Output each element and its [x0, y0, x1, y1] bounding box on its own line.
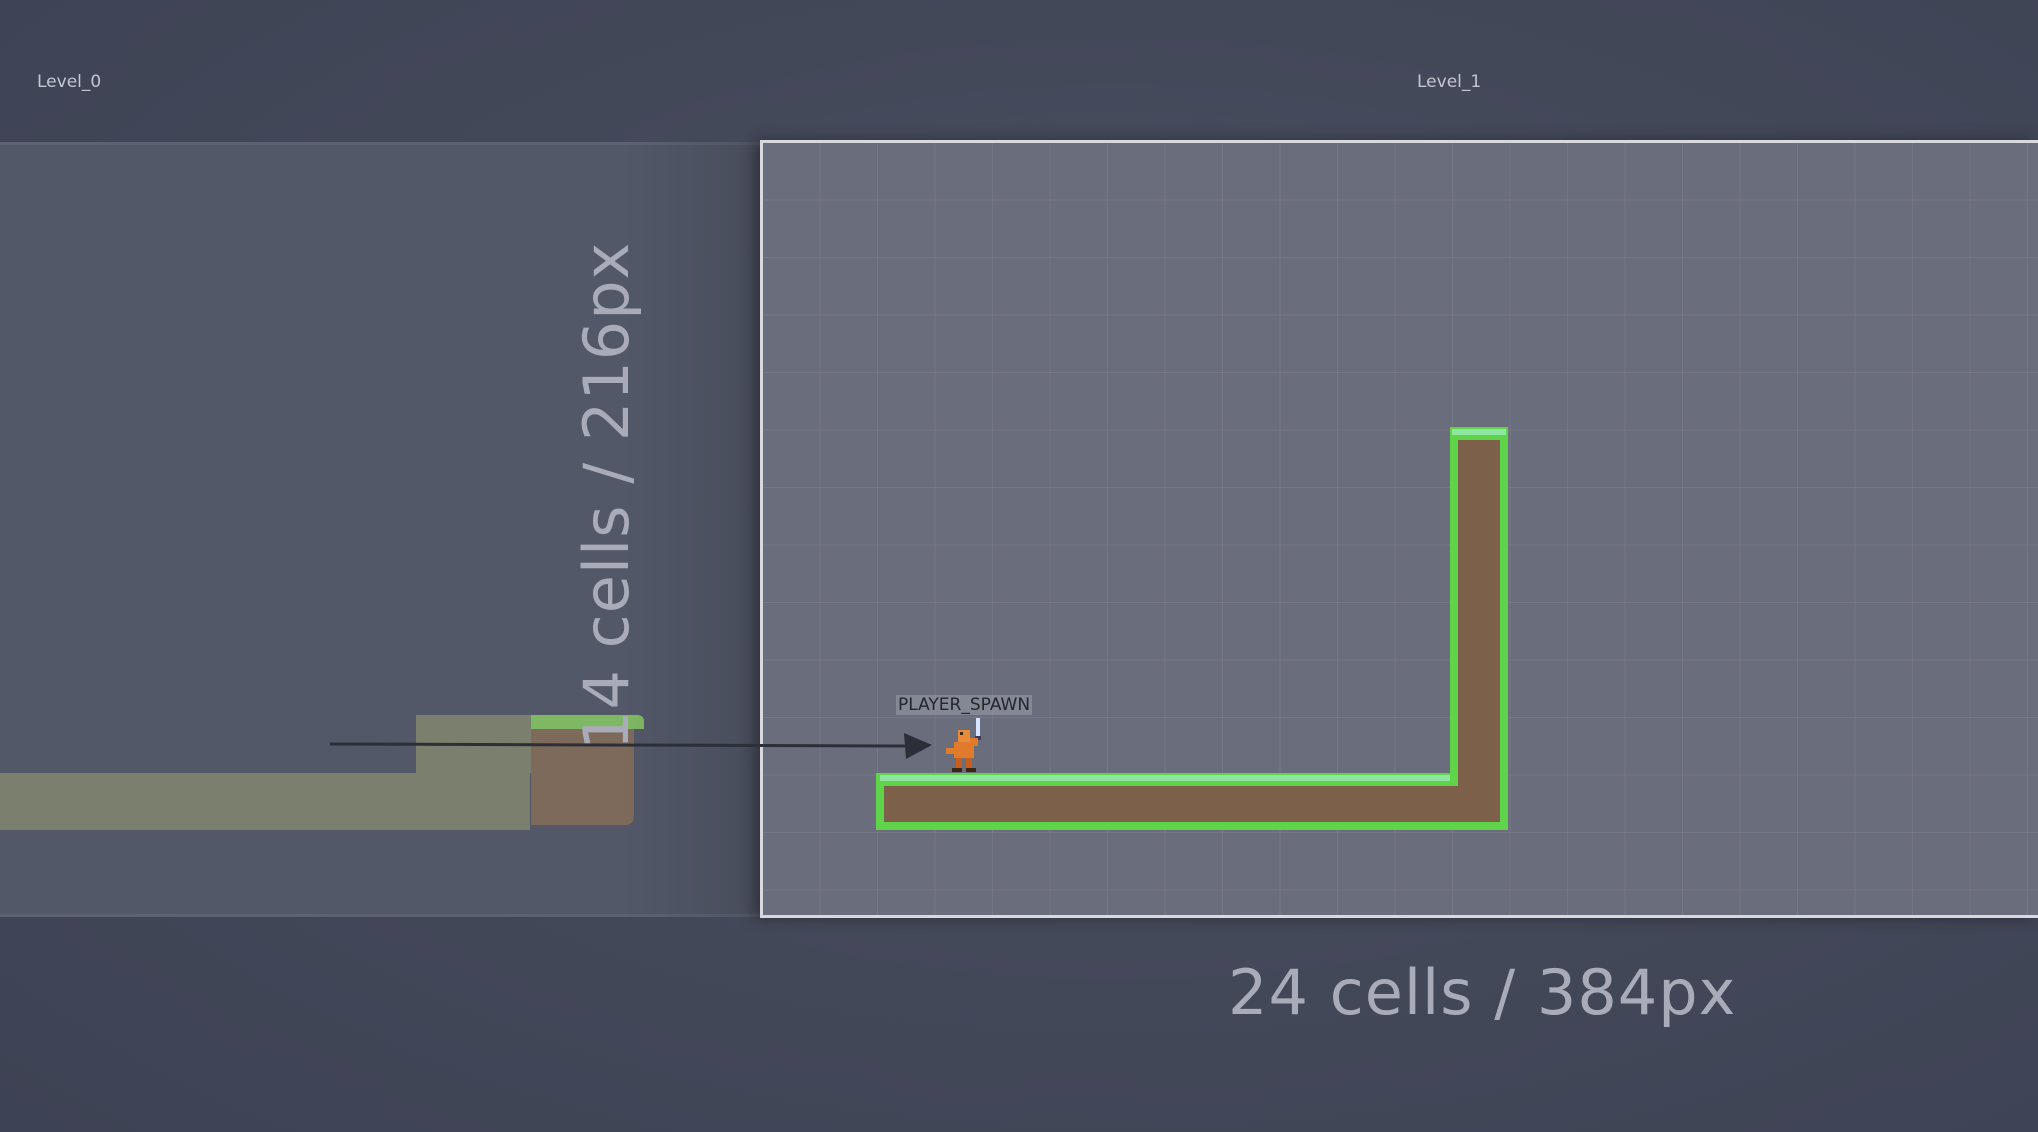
- wall-dirt: [1458, 440, 1500, 822]
- level-height-label: 14 cells / 216px: [570, 241, 643, 750]
- floor-dirt: [884, 786, 1450, 822]
- level-0-grass-top: [531, 715, 644, 729]
- player-spawn-icon[interactable]: [940, 716, 986, 774]
- level-0-ground: [0, 773, 530, 830]
- level-1-name[interactable]: Level_1: [1417, 72, 1482, 92]
- level-width-label: 24 cells / 384px: [1228, 956, 1737, 1029]
- level-0-name[interactable]: Level_0: [37, 72, 102, 92]
- corner-dirt: [1440, 786, 1500, 822]
- level-0-dirt: [531, 715, 634, 825]
- floor-grass-highlight: [880, 775, 1452, 781]
- level-0-fade: [620, 142, 761, 917]
- wall-grass-highlight: [1452, 429, 1506, 435]
- player-spawn-label[interactable]: PLAYER_SPAWN: [896, 695, 1033, 715]
